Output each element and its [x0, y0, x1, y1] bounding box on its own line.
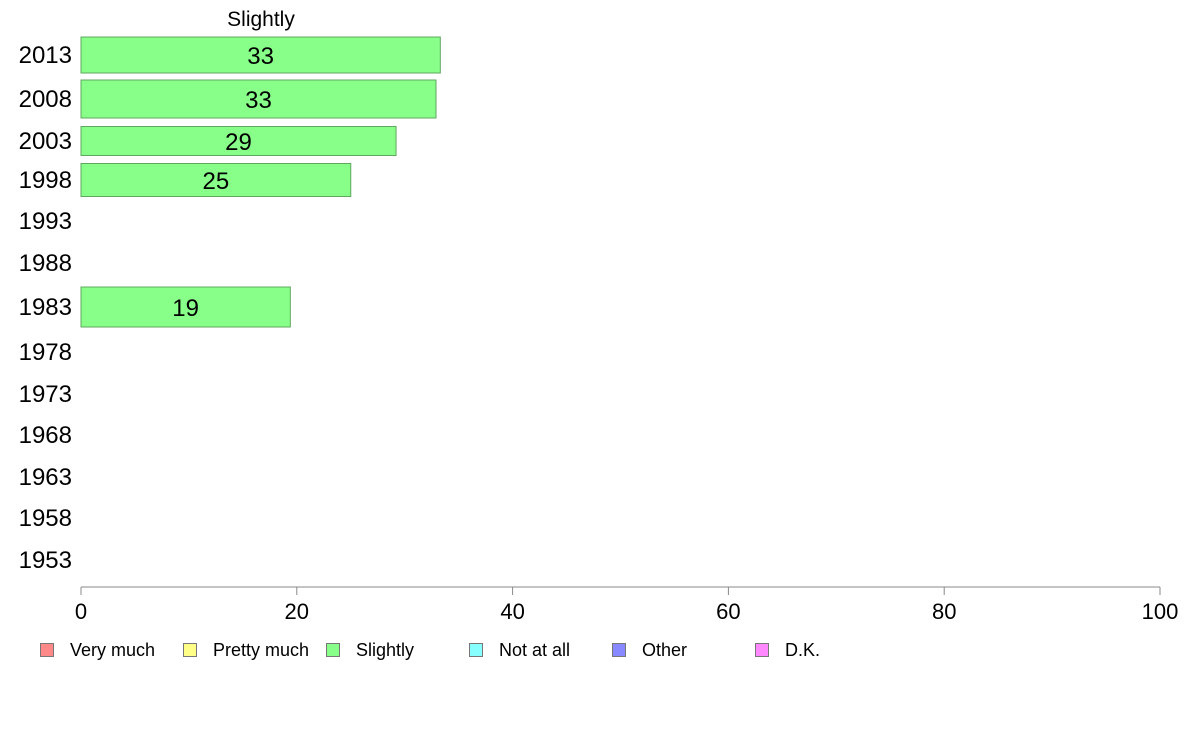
category-label-1993: 1993: [19, 208, 72, 235]
bar-2003: [80, 126, 397, 156]
bar-value-label-2008: 33: [245, 87, 272, 114]
x-tick-label-40: 40: [500, 599, 524, 624]
category-labels: 2013 2008 2003 1998 1993 1988 1983 1978 1973 1968…: [19, 42, 72, 574]
legend-label: Slightly: [356, 639, 415, 660]
bar-2008: [80, 79, 437, 119]
x-tick-label-20: 20: [285, 599, 309, 624]
legend-swatch: [326, 643, 340, 657]
category-label-2013: 2013: [19, 42, 72, 69]
legend-label: Pretty much: [213, 639, 310, 660]
x-tick-label-100: 100: [1142, 599, 1179, 624]
bar-value-label-2013: 33: [247, 43, 274, 70]
category-label-1973: 1973: [19, 381, 72, 408]
legend-swatch: [469, 643, 483, 657]
bar-value-label-1998: 25: [203, 168, 230, 195]
category-label-1968: 1968: [19, 422, 72, 449]
chart-title: Slightly: [227, 8, 295, 31]
category-label-2008: 2008: [19, 86, 72, 113]
bar-2013: [80, 36, 441, 74]
bars-group: 33 33 29 25 19: [80, 36, 441, 328]
legend-item-other: Other: [612, 640, 687, 660]
category-label-1998: 1998: [19, 167, 72, 194]
legend-swatch: [40, 643, 54, 657]
legend-swatch: [755, 643, 769, 657]
legend-item-pretty-much: Pretty much: [183, 640, 309, 660]
legend-swatch: [612, 643, 626, 657]
bar-1983: [80, 286, 291, 328]
category-label-1983: 1983: [19, 294, 72, 321]
legend-label: Other: [642, 639, 688, 660]
legend-item-d-k: D.K.: [755, 640, 820, 660]
bar-1998: [80, 163, 352, 197]
legend-item-not-at-all: Not at all: [469, 640, 570, 660]
legend-item-very-much: Very much: [40, 640, 155, 660]
legend-label: Not at all: [499, 639, 571, 660]
category-label-1988: 1988: [19, 250, 72, 277]
x-tick-label-80: 80: [932, 599, 956, 624]
category-label-1963: 1963: [19, 464, 72, 491]
legend-label: Very much: [70, 639, 156, 660]
bar-value-label-1983: 19: [172, 295, 199, 322]
category-label-1958: 1958: [19, 505, 72, 532]
bar-value-label-2003: 29: [225, 129, 252, 156]
legend-label: D.K.: [785, 639, 821, 660]
category-label-1953: 1953: [19, 547, 72, 574]
x-tick-label-60: 60: [716, 599, 740, 624]
x-axis: 0 20 40 60 80 100: [75, 586, 1179, 624]
legend-swatch: [183, 643, 197, 657]
legend-item-slightly: Slightly: [326, 640, 414, 660]
category-label-1978: 1978: [19, 339, 72, 366]
x-tick-label-0: 0: [75, 599, 87, 624]
category-label-2003: 2003: [19, 128, 72, 155]
